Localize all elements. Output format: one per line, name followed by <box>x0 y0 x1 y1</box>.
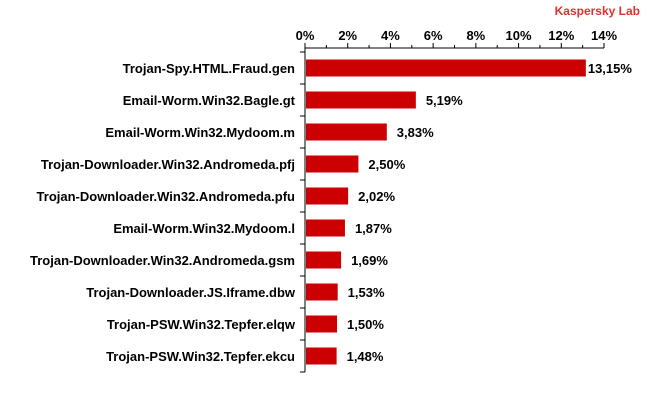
data-label: 2,02% <box>358 189 395 204</box>
bar <box>306 251 342 269</box>
category-label: Trojan-Downloader.Win32.Andromeda.pfj <box>41 157 295 172</box>
bar <box>306 91 416 109</box>
data-label: 1,53% <box>348 285 385 300</box>
bar <box>306 155 359 173</box>
category-label: Email-Worm.Win32.Bagle.gt <box>123 93 296 108</box>
x-tick-label: 4% <box>381 28 400 43</box>
x-tick-label: 10% <box>506 28 532 43</box>
x-tick-label: 14% <box>591 28 617 43</box>
data-label: 1,87% <box>355 221 392 236</box>
bar <box>306 123 387 141</box>
bar <box>306 219 345 237</box>
data-label: 3,83% <box>397 125 434 140</box>
category-label: Trojan-Downloader.Win32.Andromeda.pfu <box>37 189 296 204</box>
x-tick-label: 0% <box>296 28 315 43</box>
category-label: Email-Worm.Win32.Mydoom.m <box>105 125 295 140</box>
category-label: Email-Worm.Win32.Mydoom.l <box>113 221 295 236</box>
x-tick-label: 12% <box>548 28 574 43</box>
data-label: 1,48% <box>347 349 384 364</box>
brand-logo-text: Kaspersky Lab <box>554 4 640 18</box>
bar <box>306 187 349 205</box>
x-tick-label: 2% <box>338 28 357 43</box>
category-label: Trojan-Downloader.Win32.Andromeda.gsm <box>30 253 295 268</box>
data-label: 13,15% <box>588 61 633 76</box>
category-label: Trojan-PSW.Win32.Tepfer.elqw <box>107 317 296 332</box>
x-tick-label: 6% <box>424 28 443 43</box>
bar <box>306 315 338 333</box>
category-label: Trojan-PSW.Win32.Tepfer.ekcu <box>106 349 295 364</box>
x-tick-label: 8% <box>466 28 485 43</box>
category-label: Trojan-Spy.HTML.Fraud.gen <box>123 61 295 76</box>
bar <box>306 59 586 77</box>
data-label: 5,19% <box>426 93 463 108</box>
data-label: 1,50% <box>347 317 384 332</box>
bar <box>306 283 338 301</box>
data-label: 1,69% <box>351 253 388 268</box>
bar <box>306 347 337 365</box>
category-label: Trojan-Downloader.JS.Iframe.dbw <box>86 285 296 300</box>
data-label: 2,50% <box>368 157 405 172</box>
